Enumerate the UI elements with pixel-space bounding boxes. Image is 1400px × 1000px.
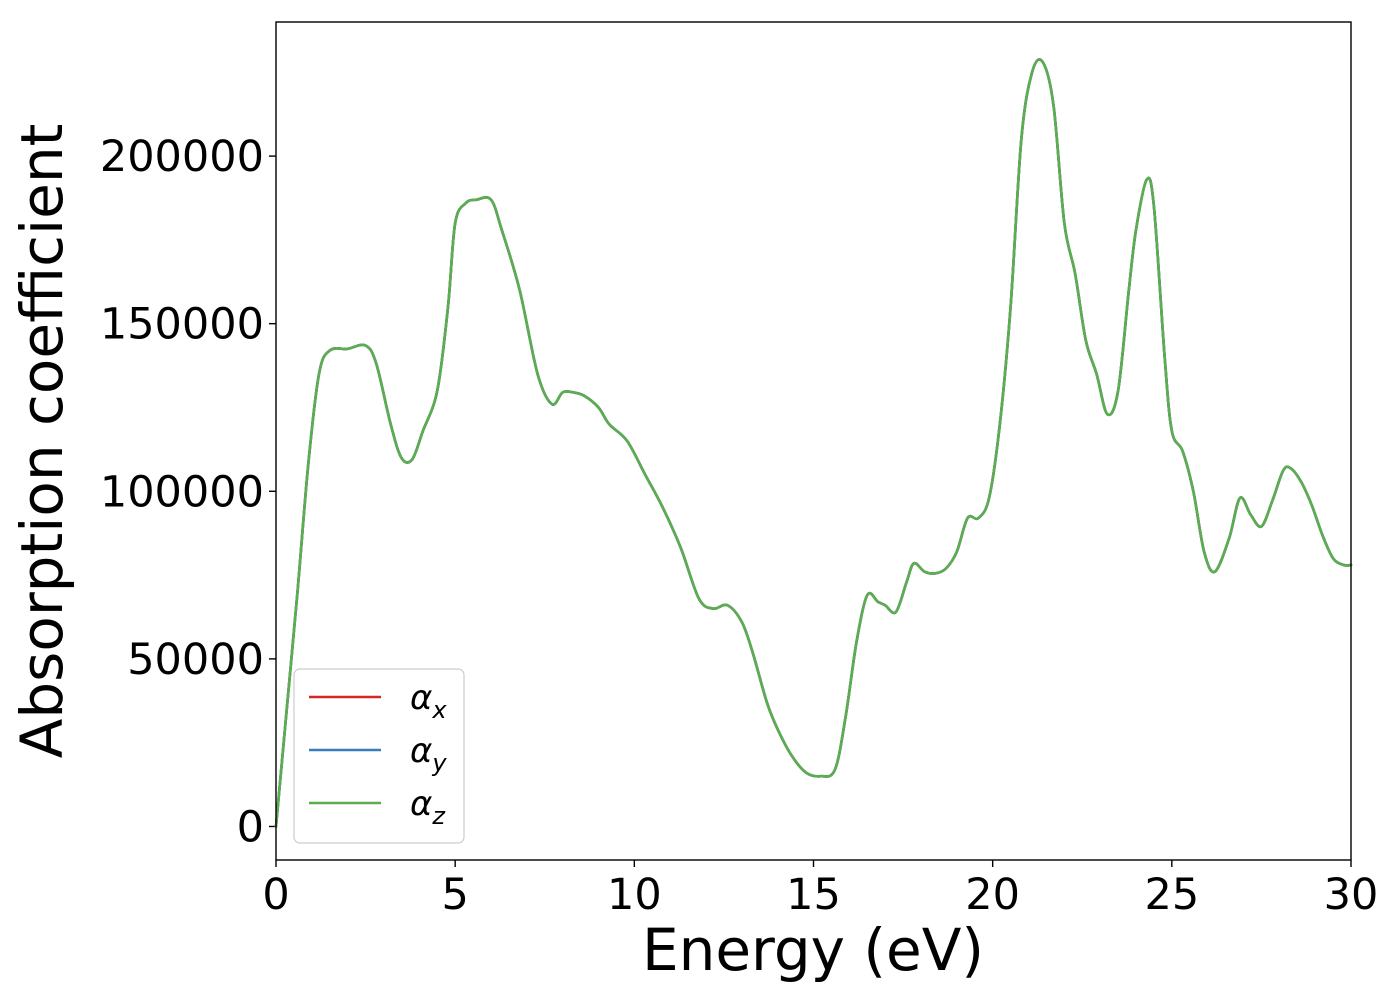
legend-label-subscript: x (431, 696, 447, 724)
x-axis-title: Energy (eV) (642, 916, 984, 984)
x-tick-label: 5 (441, 870, 468, 920)
x-tick-label: 25 (1144, 870, 1199, 920)
legend-label-z: αz (410, 784, 446, 830)
plot-frame (275, 21, 1352, 861)
x-tick-label: 20 (965, 870, 1020, 920)
x-axis-ticks: 0 5 10 15 20 25 30 (262, 860, 1378, 920)
x-tick-label: 15 (786, 870, 841, 920)
series-lines (274, 58, 1353, 828)
y-tick-label: 50000 (127, 635, 264, 685)
x-tick-label: 10 (607, 870, 662, 920)
y-tick-label: 0 (237, 802, 264, 852)
series-line-z (274, 58, 1353, 828)
y-axis-ticks: 0 50000 100000 150000 200000 (100, 132, 276, 852)
legend-label-subscript: z (431, 802, 446, 830)
y-tick-label: 100000 (100, 467, 264, 517)
x-tick-label: 0 (262, 870, 289, 920)
x-tick-label: 30 (1324, 870, 1379, 920)
legend-label-base: α (410, 784, 432, 824)
legend-label-base: α (410, 678, 432, 718)
legend-label-base: α (410, 731, 432, 771)
y-axis-title: Absorption coefficient (8, 124, 76, 759)
y-tick-label: 150000 (100, 300, 264, 350)
legend-box (293, 668, 465, 844)
legend-label-subscript: y (431, 749, 447, 777)
legend-label-y: αy (410, 731, 447, 777)
y-tick-label: 200000 (100, 132, 264, 182)
legend-label-x: αx (410, 678, 447, 724)
